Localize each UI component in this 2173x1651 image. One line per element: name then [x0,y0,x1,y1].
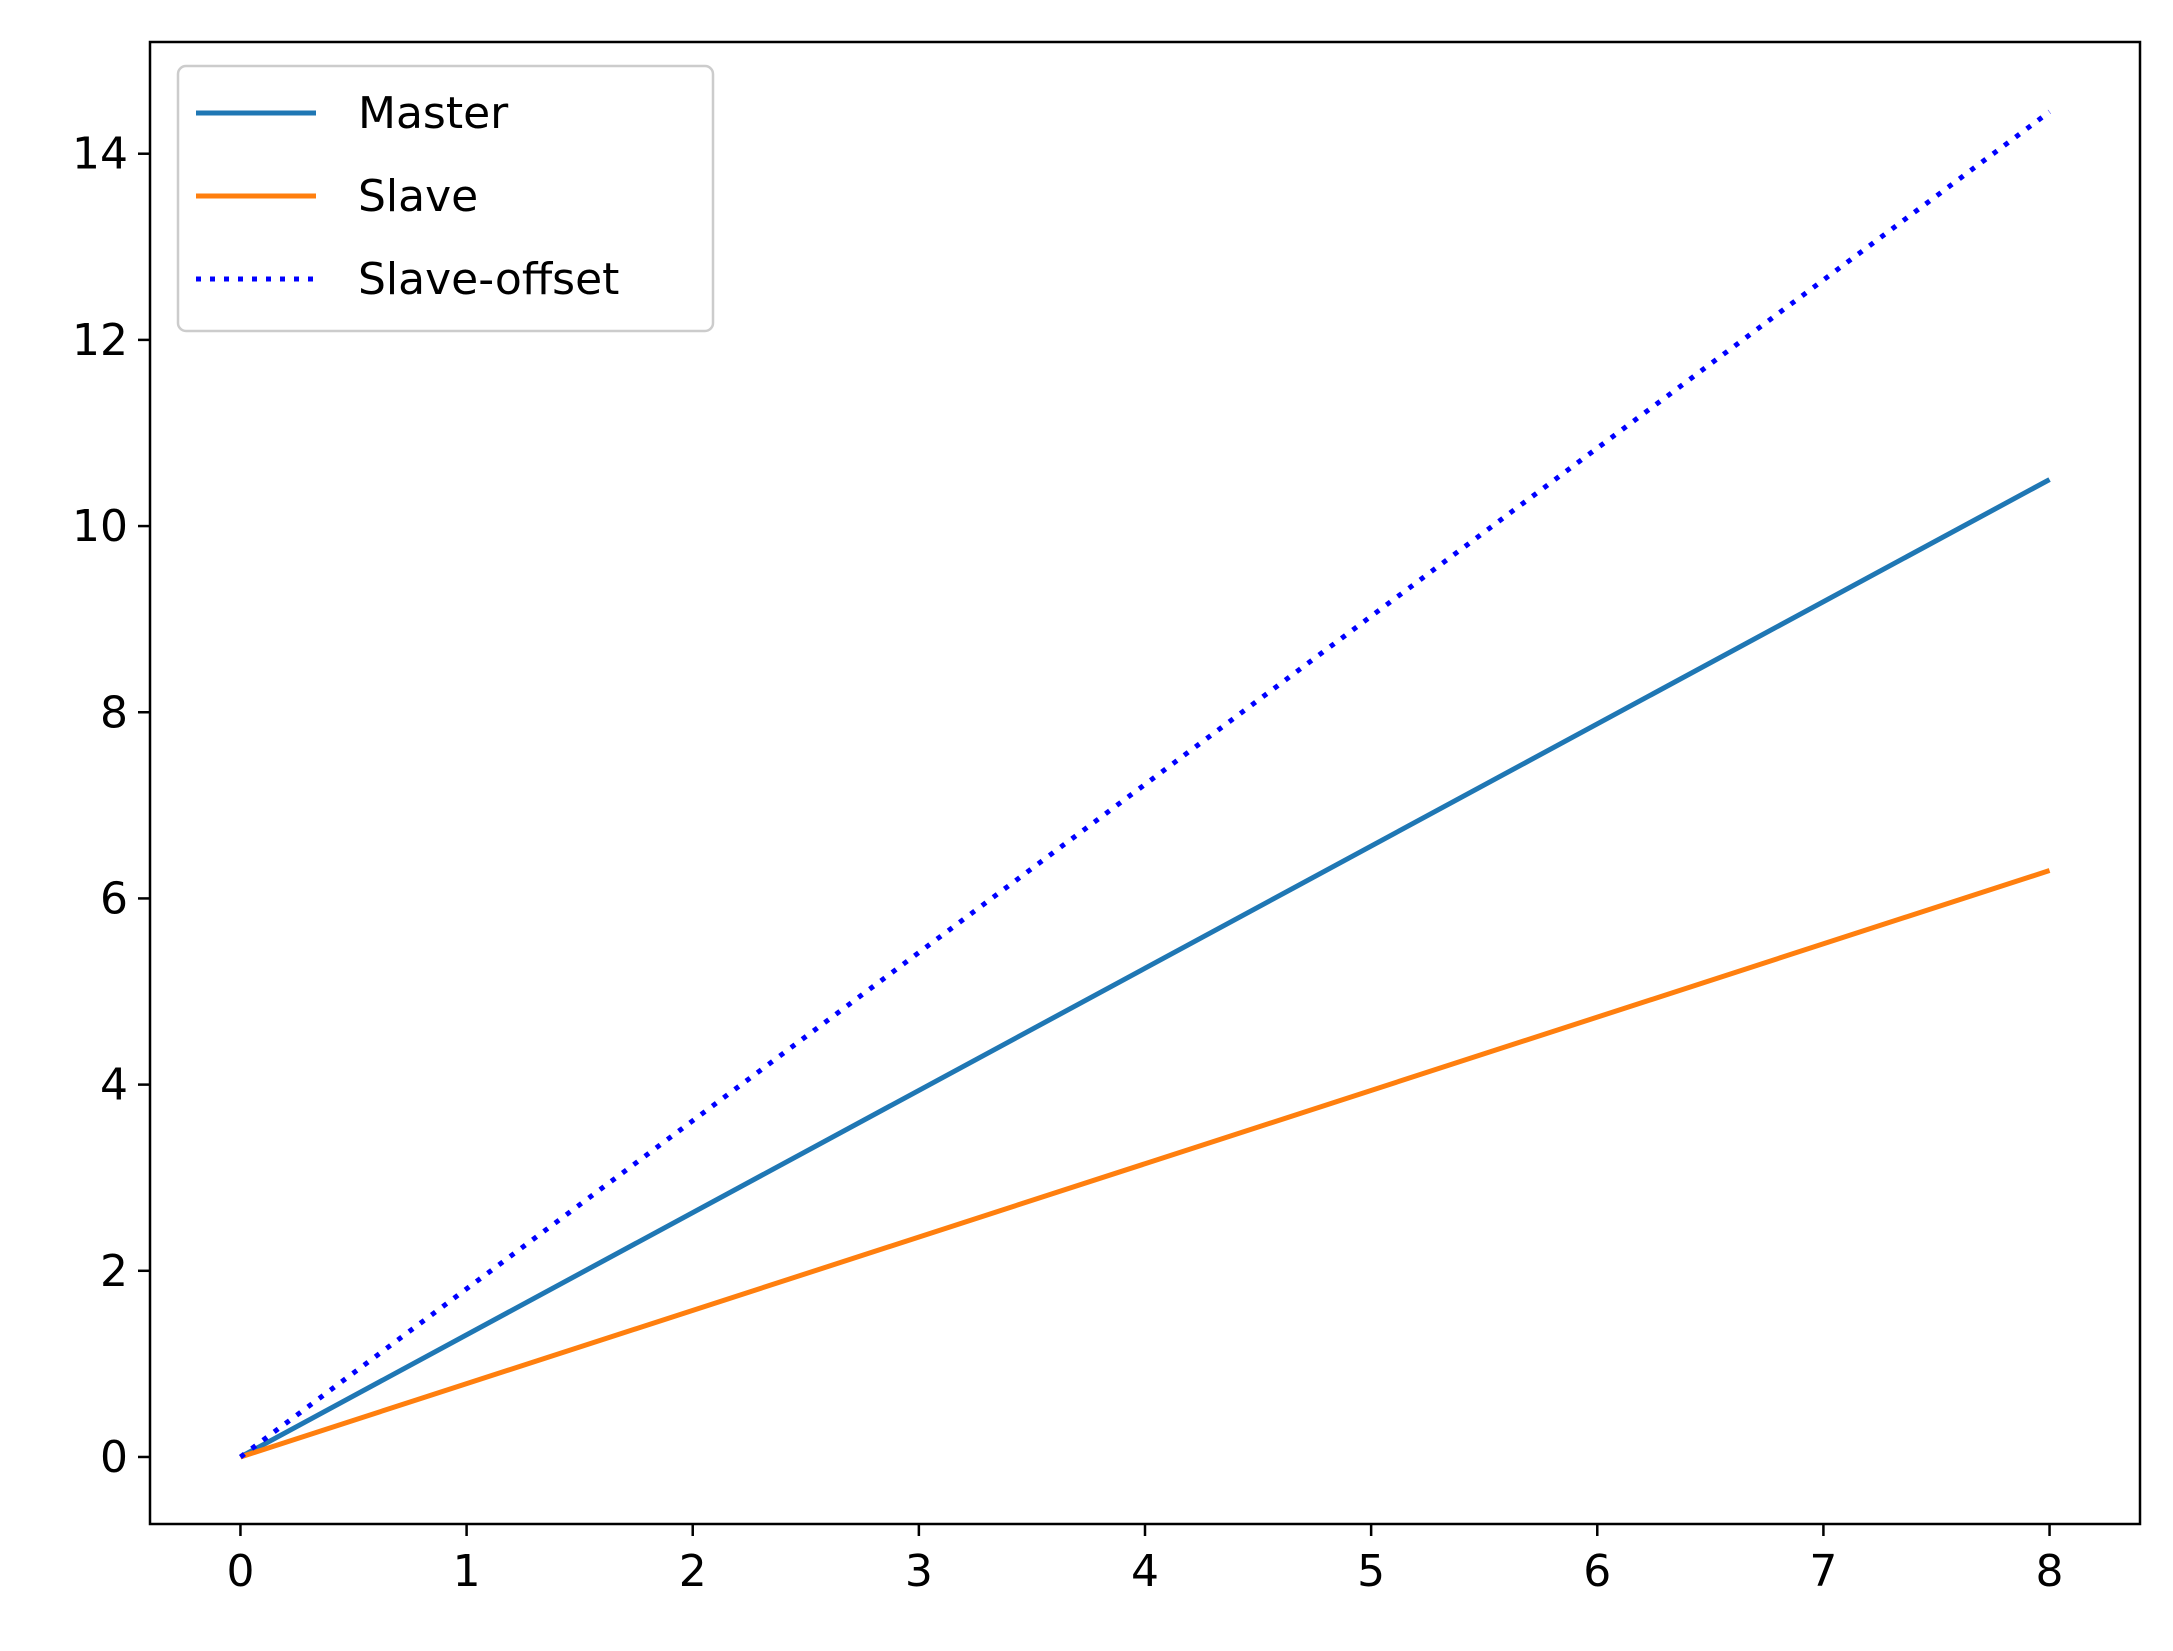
series-line-slave-offset [238,109,2052,1459]
x-axis: 0 1 2 3 4 5 6 7 8 [226,1524,2064,1597]
x-tick-label: 8 [2036,1546,2064,1597]
y-tick-label: 8 [100,687,128,738]
x-tick-label: 7 [1809,1546,1837,1597]
legend: Master Slave Slave-offset [176,64,715,333]
y-tick-label: 6 [100,873,128,924]
series-layer [238,109,2052,1460]
y-tick-label: 2 [100,1246,128,1297]
x-tick-label: 3 [905,1546,933,1597]
y-axis: 0 2 4 6 8 10 12 14 [72,129,150,1483]
x-tick-label: 2 [679,1546,707,1597]
legend-box [176,64,715,333]
y-tick-label: 0 [100,1432,128,1483]
series-line-master [239,477,2051,1460]
x-tick-label: 0 [226,1546,254,1597]
y-tick-label: 14 [72,129,128,180]
y-tick-label: 10 [72,501,128,552]
series-line-slave [239,868,2051,1460]
legend-label-master: Master [358,88,509,139]
y-tick-label: 4 [100,1060,128,1111]
x-tick-label: 6 [1583,1546,1611,1597]
x-tick-label: 4 [1131,1546,1159,1597]
x-tick-label: 1 [453,1546,481,1597]
x-tick-label: 5 [1357,1546,1385,1597]
legend-label-slave: Slave [358,171,478,222]
legend-label-slave-offset: Slave-offset [358,254,619,305]
y-tick-label: 12 [72,315,128,366]
